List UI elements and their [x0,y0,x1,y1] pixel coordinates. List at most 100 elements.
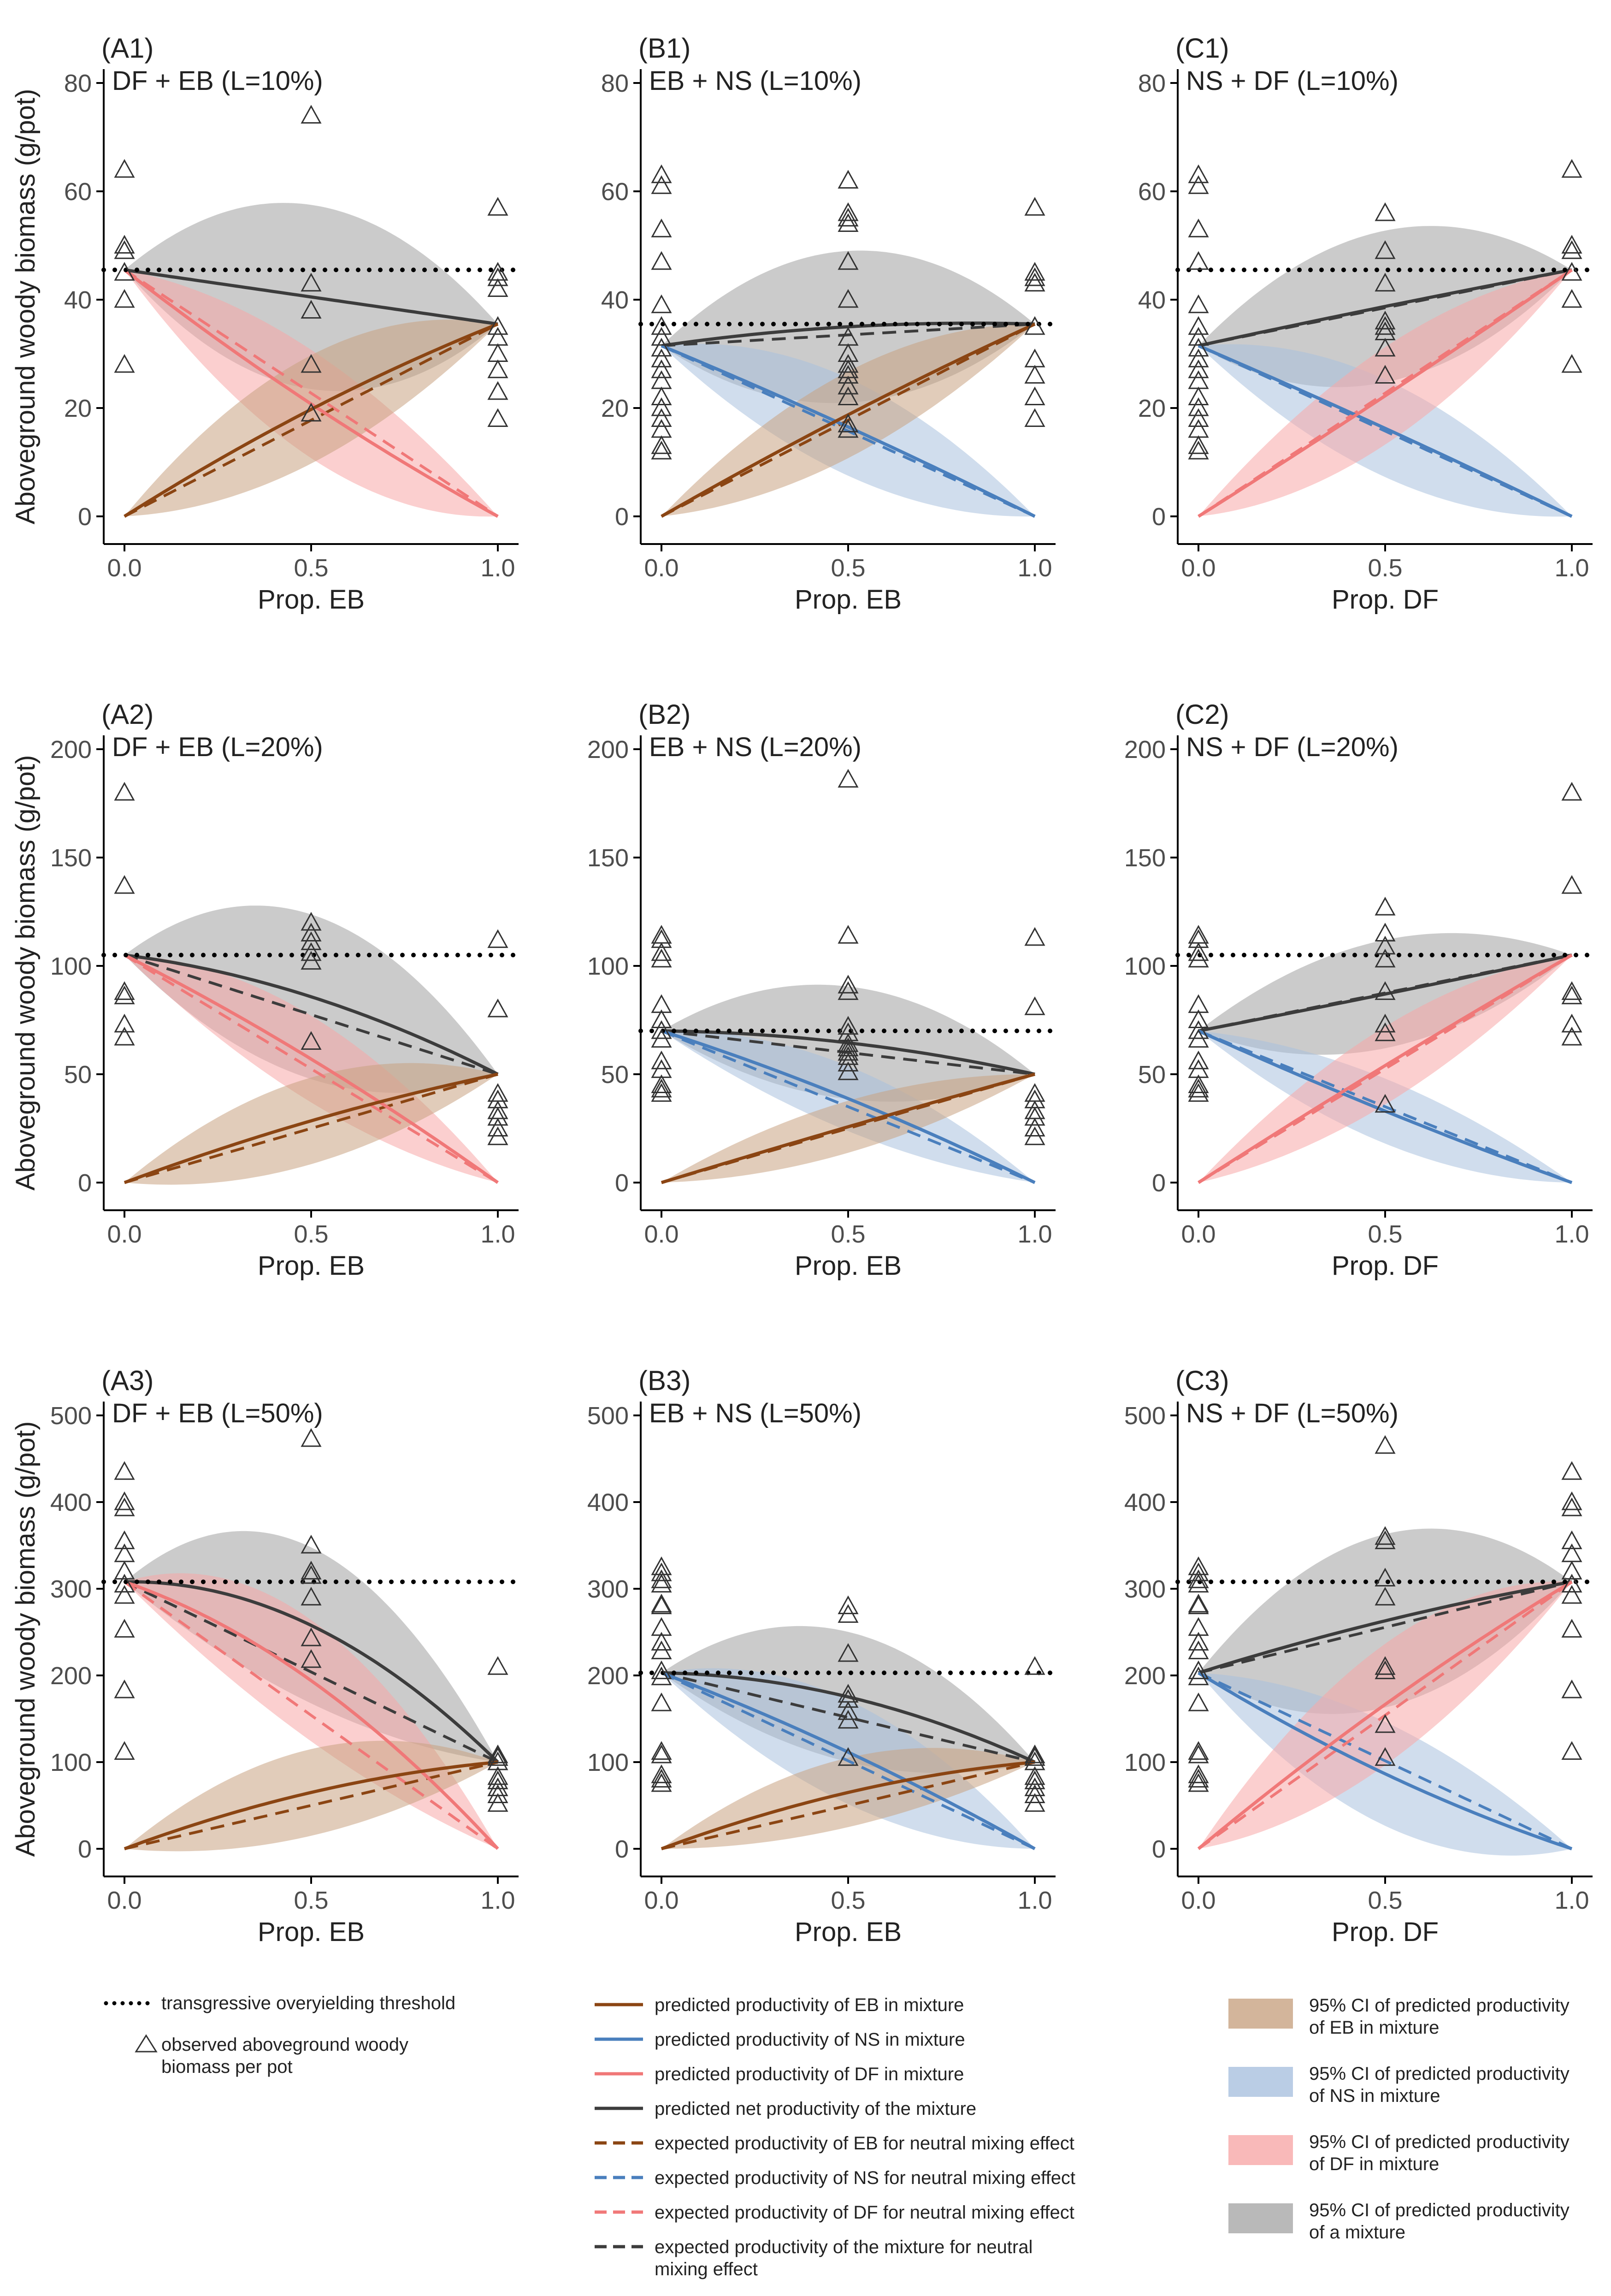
observed-point [1188,251,1209,270]
observed-point [487,1766,508,1785]
predicted-line-net [1198,268,1572,348]
observed-point [1561,1585,1582,1604]
legend-label: expected productivity of DF for neutral … [655,2202,1074,2223]
chart-panels: (A1)DF + EB (L=10%) 0 20 40 60 80 0.0 0.5 1.0 Pro… [11,33,1595,1947]
x-tick-label: 0.0 [1181,1220,1216,1248]
legend-label-line: 95% CI of predicted productivity [1309,2064,1570,2084]
expected-line-eb [661,1761,1035,1850]
observed-point [1375,272,1396,292]
expected-line-net [124,1580,499,1763]
expected-line-ns [661,1030,1036,1184]
observed-point [1188,1692,1209,1711]
observed-point [301,1534,322,1554]
y-tick-label: 0 [615,1169,629,1197]
observed-point [1375,948,1396,968]
observed-point [651,1764,672,1783]
observed-point [1375,1586,1396,1606]
y-tick-label: 0 [615,503,629,531]
y-tick-label: 0 [78,503,92,531]
x-tick-label: 0.5 [831,1887,865,1914]
observed-point [1561,289,1582,308]
observed-point [651,1666,672,1686]
y-tick-label: 200 [50,736,92,763]
panel-a2: (A2)DF + EB (L=20%) 0 50 100 150 200 0.0 0.5 1.0… [11,699,521,1281]
x-tick-label: 0.5 [294,1887,328,1914]
observed-point [651,1562,672,1581]
observed-point [487,1770,508,1789]
observed-point [1561,985,1582,1005]
x-tick-label: 1.0 [480,554,515,582]
observed-point [301,272,322,292]
y-tick-label: 400 [1124,1489,1166,1516]
observed-point [651,1640,672,1659]
observed-point [487,316,508,335]
observed-point [651,327,672,346]
predicted-line-df [1197,1580,1573,1850]
observed-point [1188,1640,1209,1659]
panel-title: NS + DF (L=50%) [1186,1398,1399,1428]
observed-point [651,942,672,961]
legend-label-line: of DF in mixture [1309,2154,1439,2174]
observed-point [487,359,508,379]
x-tick-label: 0.0 [107,1220,142,1248]
observed-point [1561,240,1582,259]
observed-point [651,1074,672,1093]
expected-line-ns [1198,1030,1573,1184]
observed-point [651,175,672,194]
expected-line-net [1198,1580,1572,1675]
observed-point [838,375,859,395]
observed-point [1375,337,1396,357]
observed-point [838,1033,859,1052]
observed-point [1188,994,1209,1013]
observed-point [114,1574,135,1593]
observed-point [1188,337,1209,357]
observed-point [1024,1100,1045,1119]
observed-point [1024,197,1045,216]
expected-line-eb [124,1761,498,1850]
observed-point [1375,1714,1396,1733]
observed-point [301,1561,322,1580]
legend-label: 95% CI of predicted productivity of NS in… [1309,2064,1570,2106]
legend-label-line: 95% CI of predicted productivity [1309,1995,1570,2016]
observed-point [1188,397,1209,416]
observed-point [1375,1530,1396,1550]
observed-point [114,240,135,259]
legend-label-line: of EB in mixture [1309,2018,1439,2038]
predicted-line-eb [124,1072,498,1184]
observed-point [1375,1526,1396,1545]
observed-point [487,1126,508,1145]
observed-point [114,1543,135,1562]
observed-point [114,1461,135,1480]
observed-point [1375,1568,1396,1586]
expected-line-ns [661,1671,1036,1850]
x-tick-label: 1.0 [480,1220,515,1248]
y-tick-label: 200 [50,1662,92,1690]
predicted-line-ns [661,1671,1036,1851]
y-tick-label: 50 [1138,1061,1166,1089]
observed-point [1375,240,1396,259]
observed-point [1561,1561,1582,1580]
predicted-line-net [124,953,499,1076]
observed-point [1188,929,1209,948]
y-tick-label: 0 [1152,1169,1166,1197]
x-tick-label: 0.0 [107,554,142,582]
x-tick-label: 0.5 [831,554,865,582]
panel-title: EB + NS (L=10%) [649,66,862,96]
observed-point [1188,948,1209,968]
x-tick-label: 1.0 [1017,1887,1052,1914]
observed-point [651,397,672,416]
observed-point [1024,1089,1045,1108]
y-tick-label: 20 [64,395,92,422]
observed-point [1561,1027,1582,1046]
x-tick-label: 0.0 [107,1887,142,1914]
predicted-line-net [1198,953,1572,1033]
observed-point [651,1744,672,1763]
y-tick-label: 200 [587,1662,629,1690]
observed-point [1024,1747,1045,1766]
observed-point [1375,1094,1396,1113]
observed-point [1561,354,1582,373]
x-tick-label: 0.0 [644,1887,679,1914]
observed-point [651,1593,672,1613]
observed-point [1188,219,1209,237]
observed-point [1024,386,1045,405]
